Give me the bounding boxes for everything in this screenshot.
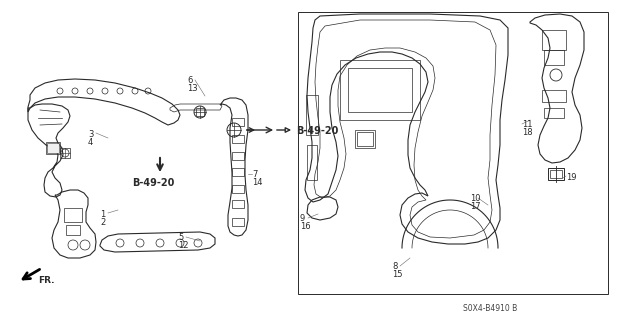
Text: 1: 1 xyxy=(100,210,105,219)
Text: 18: 18 xyxy=(522,128,532,137)
Text: FR.: FR. xyxy=(38,276,54,285)
Text: 17: 17 xyxy=(470,202,481,211)
Bar xyxy=(544,108,564,118)
Text: 4: 4 xyxy=(88,138,93,147)
Bar xyxy=(348,68,412,112)
Bar xyxy=(47,143,59,153)
Text: 10: 10 xyxy=(470,194,481,203)
Bar xyxy=(357,132,373,146)
Text: 8: 8 xyxy=(392,262,397,271)
Bar xyxy=(340,60,420,120)
Text: 14: 14 xyxy=(252,178,262,187)
Text: B-49-20: B-49-20 xyxy=(296,126,339,136)
Bar xyxy=(544,50,564,65)
Text: 15: 15 xyxy=(392,270,403,279)
Text: B-49-20: B-49-20 xyxy=(132,178,174,188)
Text: 13: 13 xyxy=(187,84,198,93)
Text: 12: 12 xyxy=(178,241,189,250)
Text: 11: 11 xyxy=(522,120,532,129)
Bar xyxy=(46,142,60,154)
Bar xyxy=(548,168,564,180)
Text: S0X4-B4910 B: S0X4-B4910 B xyxy=(463,304,517,313)
Bar xyxy=(355,130,375,148)
Text: 9: 9 xyxy=(300,214,305,223)
Bar xyxy=(550,170,562,178)
Bar xyxy=(232,135,244,143)
Text: 5: 5 xyxy=(178,233,183,242)
Bar xyxy=(298,12,608,294)
Text: 6: 6 xyxy=(187,76,193,85)
Bar xyxy=(232,185,244,193)
Bar xyxy=(66,225,80,235)
Bar xyxy=(196,108,204,116)
Bar xyxy=(542,30,566,50)
Bar xyxy=(232,152,244,160)
Text: 2: 2 xyxy=(100,218,105,227)
Text: 7: 7 xyxy=(252,170,257,179)
Text: 16: 16 xyxy=(300,222,310,231)
Bar xyxy=(542,90,566,102)
Bar xyxy=(232,200,244,208)
Bar xyxy=(232,118,244,126)
Bar xyxy=(64,208,82,222)
Text: 19: 19 xyxy=(566,173,577,182)
Bar xyxy=(232,168,244,176)
Bar xyxy=(232,218,244,226)
Text: 3: 3 xyxy=(88,130,93,139)
Bar xyxy=(60,148,70,158)
Bar xyxy=(306,95,318,135)
Bar xyxy=(307,145,317,180)
